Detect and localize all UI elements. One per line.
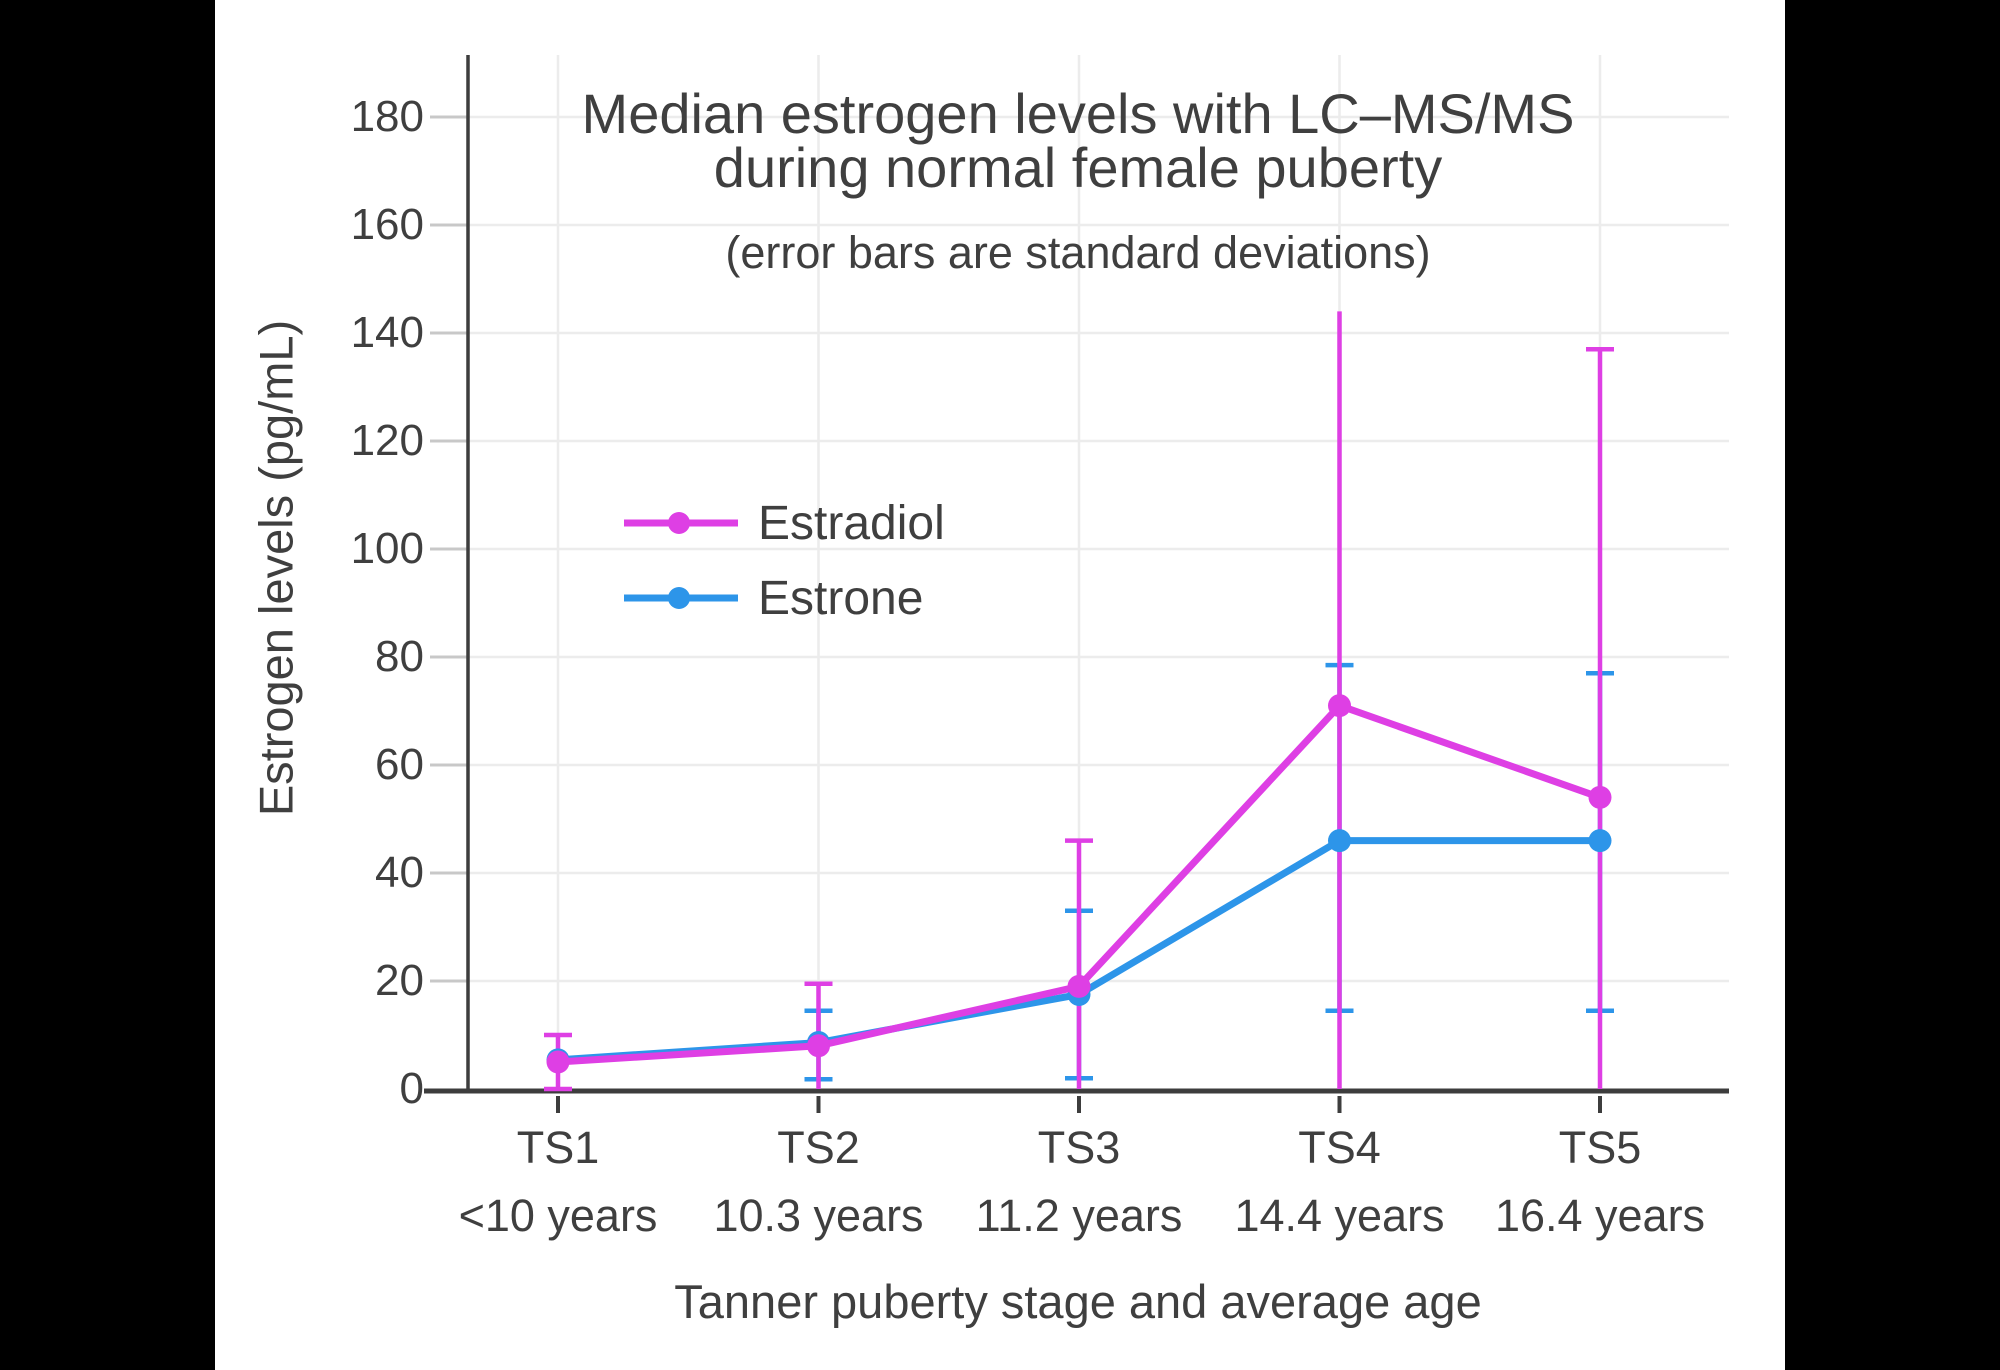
y-tick-label: 0 [399, 1064, 424, 1113]
x-age-label: 10.3 years [713, 1190, 924, 1241]
chart-canvas [215, 0, 1785, 1370]
legend-item-estradiol: Estradiol [622, 497, 945, 550]
y-tick-label: 80 [375, 632, 424, 681]
x-category-label: TS2 [777, 1122, 860, 1173]
y-tick-label: 20 [375, 956, 424, 1005]
estradiol-marker [1067, 974, 1091, 998]
x-age-label: 16.4 years [1494, 1190, 1706, 1241]
chart-subtitle: (error bars are standard deviations) [725, 227, 1431, 278]
estrone-marker [1588, 829, 1612, 853]
x-category-label: TS1 [516, 1122, 600, 1173]
estradiol-marker [807, 1034, 830, 1058]
legend-item-estrone: Estrone [622, 572, 923, 625]
legend-label-estrone: Estrone [758, 571, 924, 625]
estradiol-line-swatch [624, 512, 738, 534]
x-category-label: TS5 [1558, 1122, 1642, 1173]
x-age-label: 11.2 years [975, 1190, 1183, 1241]
chart-title-line2: during normal female puberty [713, 136, 1443, 199]
estradiol-marker [1588, 785, 1612, 809]
letterbox-left [0, 0, 215, 1370]
y-tick-label: 100 [350, 524, 424, 573]
letterbox-right [1785, 0, 2000, 1370]
chart-title-line1: Median estrogen levels with LC–MS/MS [581, 82, 1575, 145]
y-tick-label: 140 [350, 308, 424, 357]
y-tick-label: 160 [350, 200, 424, 249]
x-age-label: <10 years [458, 1190, 658, 1241]
y-tick-label: 180 [350, 92, 424, 141]
estrone-marker [1328, 829, 1351, 853]
x-axis-label: Tanner puberty stage and average age [674, 1275, 1482, 1328]
y-tick-label: 60 [375, 740, 424, 789]
y-tick-label: 120 [350, 416, 424, 465]
x-category-label: TS4 [1298, 1122, 1381, 1173]
chart-title: Median estrogen levels with LC–MS/MS dur… [581, 82, 1575, 199]
estrone-line-swatch [624, 587, 738, 609]
estradiol-marker [1328, 694, 1351, 718]
estrone-swatch-dot [668, 587, 690, 609]
estradiol-swatch-dot [668, 512, 690, 534]
estradiol-marker [546, 1050, 570, 1074]
legend-label-estradiol: Estradiol [758, 496, 945, 550]
x-category-label: TS3 [1037, 1122, 1121, 1173]
x-age-label: 14.4 years [1234, 1190, 1445, 1241]
y-tick-label: 40 [375, 848, 424, 897]
